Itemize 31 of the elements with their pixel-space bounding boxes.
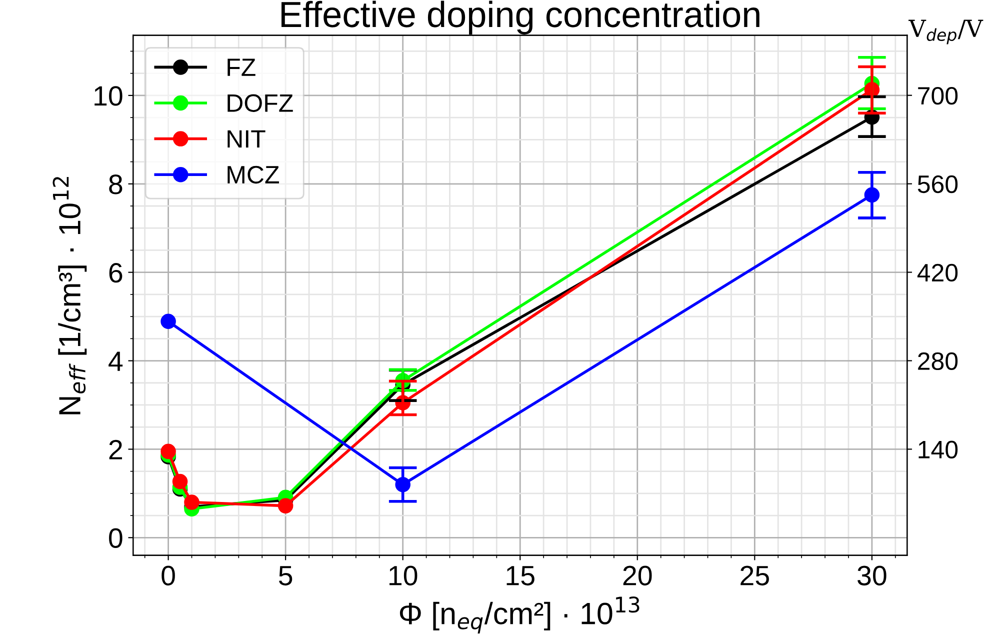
- y2-tick-label: 700: [918, 86, 958, 105]
- y2-axis-title: V$_{dep}$/V: [908, 20, 984, 44]
- y2-tick-label: 140: [918, 440, 958, 458]
- point: [172, 474, 188, 490]
- x-tick-label: 20: [623, 566, 652, 586]
- point: [160, 314, 176, 330]
- x-tick-label: 30: [858, 566, 886, 586]
- y2-tick-label: 280: [918, 352, 958, 370]
- y-tick-label: 6: [109, 262, 122, 283]
- y-axis-title: N$_{eff}$ [1/cm³] · 10$^{12}$: [52, 177, 87, 414]
- point: [278, 498, 294, 514]
- y2-tick-label: 560: [918, 175, 958, 194]
- legend-label: MCZ: [228, 166, 279, 184]
- x-tick-label: 5: [278, 566, 292, 586]
- legend-label: DOFZ: [228, 94, 293, 112]
- y-tick-label: 8: [109, 174, 122, 194]
- y-tick-label: 4: [108, 352, 123, 371]
- point: [160, 444, 176, 460]
- point: [184, 494, 200, 510]
- legend-label: NIT: [228, 130, 266, 148]
- y-tick-label: 2: [109, 440, 122, 460]
- x-tick-label: 25: [740, 566, 769, 586]
- x-tick-label: 10: [390, 566, 418, 586]
- y-tick-label: 0: [109, 528, 122, 548]
- x-tick-label: 0: [162, 566, 175, 586]
- y-tick-label: 10: [94, 86, 122, 106]
- x-tick-label: 15: [506, 566, 534, 586]
- chart-title: Effective doping concentration: [282, 0, 760, 34]
- legend-label: FZ: [228, 58, 256, 76]
- y2-tick-label: 420: [917, 264, 958, 282]
- x-axis-title: Φ [n$_{eq}$/cm²] · 10$^{13}$: [400, 596, 640, 634]
